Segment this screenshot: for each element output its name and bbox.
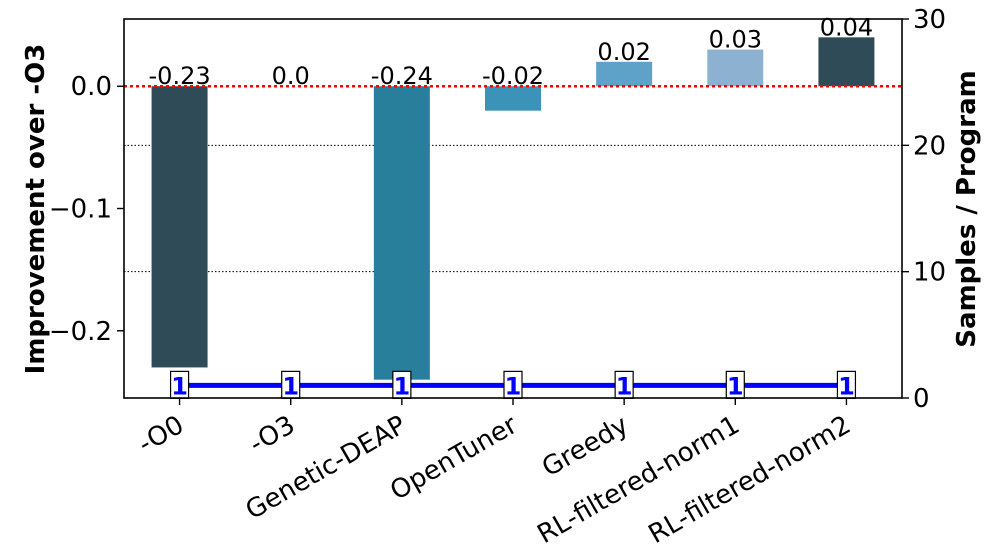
samples-label: 1 (282, 372, 299, 400)
bar-value-label: -0.02 (482, 62, 544, 90)
bar-value-label: 0.03 (709, 26, 762, 54)
y2-tick-label: 20 (913, 131, 946, 161)
y-tick-label: −0.1 (49, 195, 112, 225)
samples-label: 1 (394, 372, 411, 400)
bar-value-label: -0.23 (149, 62, 211, 90)
y2-tick-label: 0 (913, 384, 930, 414)
bar (152, 86, 208, 367)
bar-value-label: 0.02 (597, 38, 650, 66)
gridlines (124, 145, 902, 271)
samples-label: 1 (616, 372, 633, 400)
bar (707, 50, 763, 87)
bar (818, 37, 874, 86)
x-tick-label: -O0 (133, 410, 189, 460)
y2-tick-label: 30 (913, 5, 946, 35)
samples-label: 1 (727, 372, 744, 400)
samples-label: 1 (171, 372, 188, 400)
y-axis-title: Improvement over -O3 (21, 44, 51, 375)
samples-label: 1 (505, 372, 522, 400)
bar (374, 86, 430, 379)
y-tick-label: 0.0 (71, 72, 112, 102)
samples-label: 1 (838, 372, 855, 400)
bar-value-label: -0.24 (371, 62, 433, 90)
x-tick-label: OpenTuner (385, 410, 522, 507)
y2-tick-label: 10 (913, 258, 946, 288)
y2-axis-title: Samples / Program (952, 70, 982, 347)
y-tick-label: −0.2 (49, 317, 112, 347)
x-tick-label: -O3 (244, 410, 300, 460)
x-tick-label: RL-filtered-norm1 (533, 410, 745, 550)
x-tick-label: Greedy (537, 410, 634, 483)
bar-value-label: 0.0 (272, 62, 310, 90)
x-tick-label: RL-filtered-norm2 (644, 410, 856, 550)
bar-value-label: 0.04 (820, 13, 873, 41)
samples-series: 1 1 1 1 1 1 1 (171, 371, 856, 400)
